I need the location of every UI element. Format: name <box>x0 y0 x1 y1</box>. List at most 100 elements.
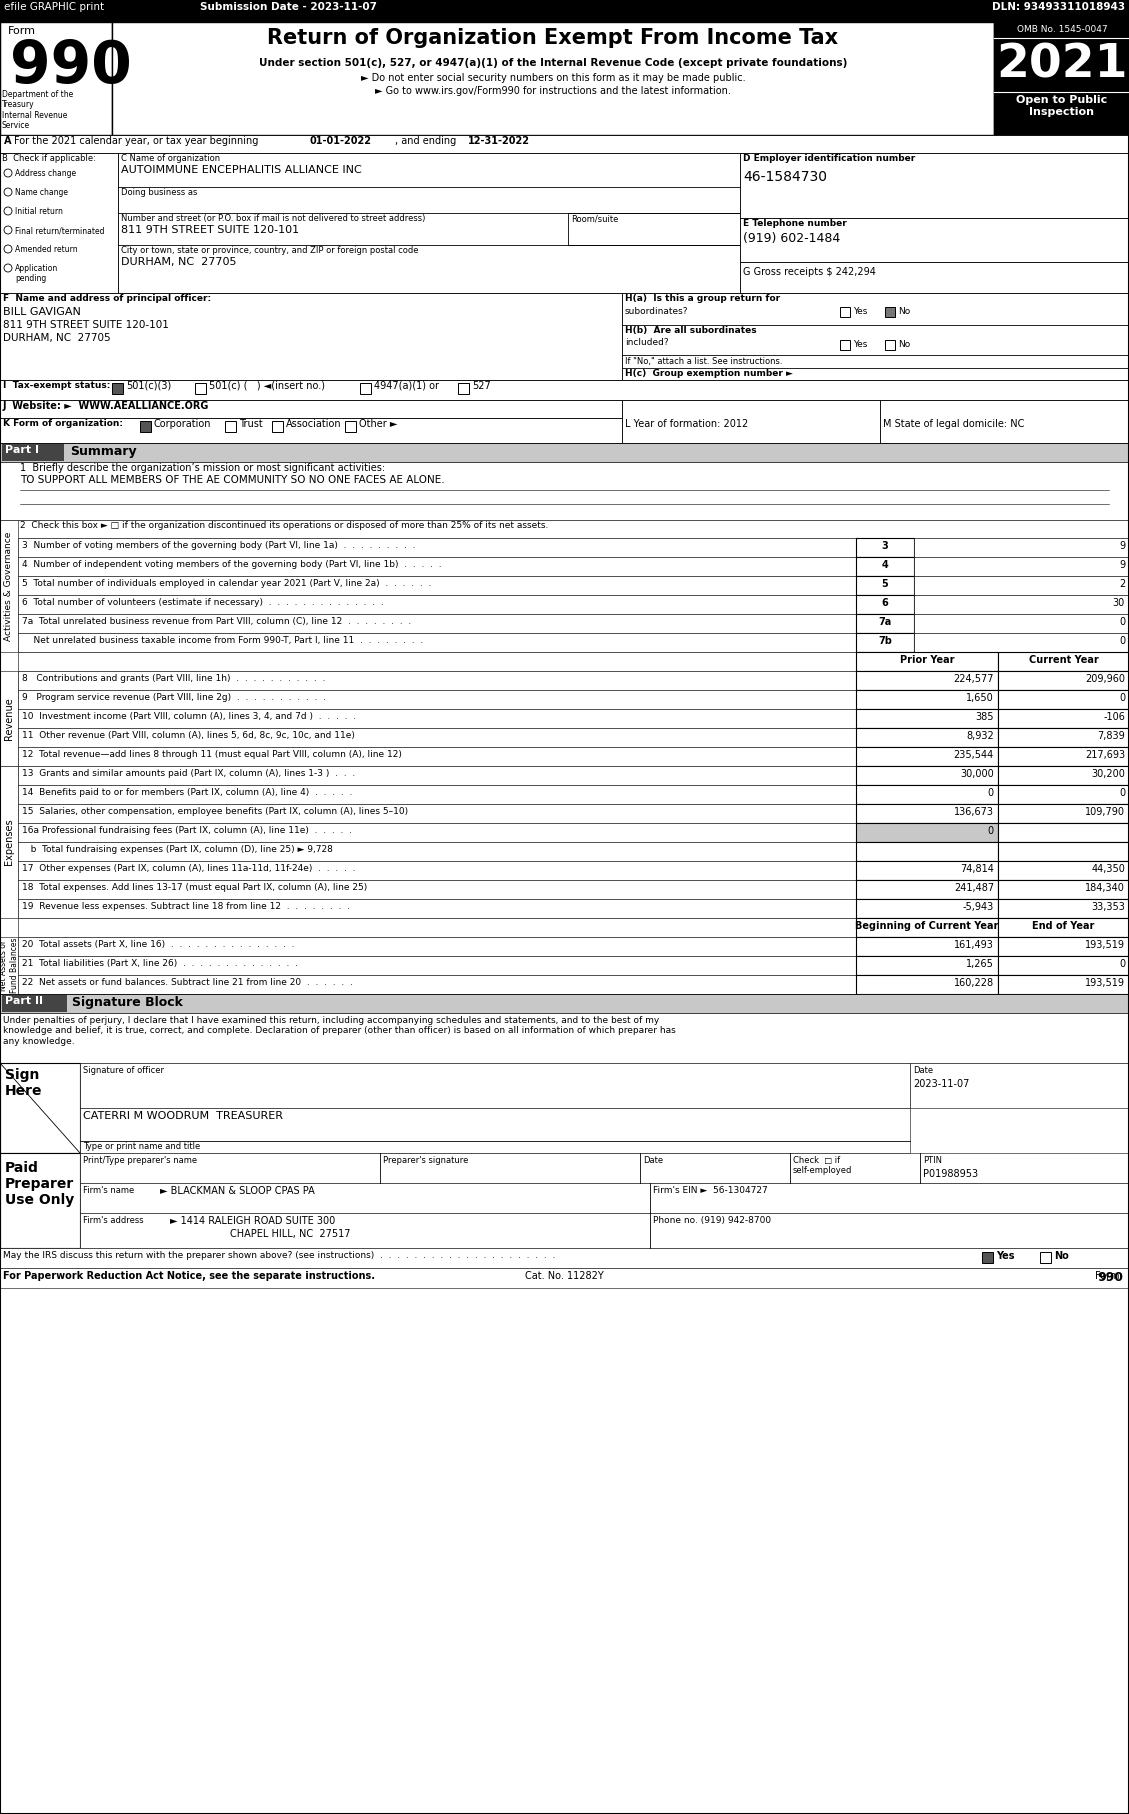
Text: Cat. No. 11282Y: Cat. No. 11282Y <box>525 1272 603 1281</box>
Bar <box>739 152 1129 218</box>
Text: 3  Number of voting members of the governing body (Part VI, line 1a)  .  .  .  .: 3 Number of voting members of the govern… <box>21 541 415 550</box>
Bar <box>195 383 205 394</box>
Bar <box>0 1268 1129 1288</box>
Text: TO SUPPORT ALL MEMBERS OF THE AE COMMUNITY SO NO ONE FACES AE ALONE.: TO SUPPORT ALL MEMBERS OF THE AE COMMUNI… <box>20 475 445 484</box>
Text: 30,000: 30,000 <box>961 769 994 778</box>
Text: H(c)  Group exemption number ►: H(c) Group exemption number ► <box>625 368 793 377</box>
Text: 18  Total expenses. Add lines 13-17 (must equal Part IX, column (A), line 25): 18 Total expenses. Add lines 13-17 (must… <box>21 883 367 892</box>
Text: Number and street (or P.O. box if mail is not delivered to street address): Number and street (or P.O. box if mail i… <box>121 214 426 223</box>
Text: D Employer identification number: D Employer identification number <box>743 154 916 163</box>
Text: 13  Grants and similar amounts paid (Part IX, column (A), lines 1-3 )  .  .  .: 13 Grants and similar amounts paid (Part… <box>21 769 356 778</box>
Text: 0: 0 <box>988 825 994 836</box>
Bar <box>18 577 856 595</box>
Bar <box>18 613 856 633</box>
Text: b  Total fundraising expenses (Part IX, column (D), line 25) ► 9,728: b Total fundraising expenses (Part IX, c… <box>21 845 333 854</box>
Bar <box>80 1214 1129 1248</box>
Bar <box>856 709 998 727</box>
Text: I  Tax-exempt status:: I Tax-exempt status: <box>3 381 111 390</box>
Text: 990: 990 <box>1097 1272 1123 1284</box>
Bar <box>0 443 1129 463</box>
Text: L Year of formation: 2012: L Year of formation: 2012 <box>625 419 749 428</box>
Bar <box>458 383 469 394</box>
Bar <box>856 842 998 862</box>
Text: 0: 0 <box>1119 787 1124 798</box>
Text: 9: 9 <box>1119 561 1124 570</box>
Text: 109,790: 109,790 <box>1085 807 1124 816</box>
Bar <box>914 633 1129 651</box>
Bar <box>18 785 856 804</box>
Bar <box>18 557 856 577</box>
Text: 12  Total revenue—add lines 8 through 11 (must equal Part VIII, column (A), line: 12 Total revenue—add lines 8 through 11 … <box>21 749 402 758</box>
Bar <box>856 938 998 956</box>
Text: Department of the
Treasury
Internal Revenue
Service: Department of the Treasury Internal Reve… <box>2 91 73 131</box>
Bar <box>18 689 856 709</box>
Text: May the IRS discuss this return with the preparer shown above? (see instructions: May the IRS discuss this return with the… <box>3 1252 555 1261</box>
Bar <box>140 421 151 432</box>
Bar <box>0 671 18 766</box>
Text: Part II: Part II <box>5 996 43 1007</box>
Bar <box>856 804 998 824</box>
Text: 4947(a)(1) or: 4947(a)(1) or <box>374 381 439 392</box>
Bar <box>0 1063 80 1154</box>
Text: 193,519: 193,519 <box>1085 978 1124 989</box>
Bar <box>914 577 1129 595</box>
Text: 1,265: 1,265 <box>966 960 994 969</box>
Bar <box>0 938 18 994</box>
Text: 30: 30 <box>1113 599 1124 608</box>
Text: Under section 501(c), 527, or 4947(a)(1) of the Internal Revenue Code (except pr: Under section 501(c), 527, or 4947(a)(1)… <box>259 58 847 67</box>
Text: CHAPEL HILL, NC  27517: CHAPEL HILL, NC 27517 <box>230 1230 350 1239</box>
Text: Date: Date <box>644 1156 663 1165</box>
Bar <box>998 804 1129 824</box>
Bar <box>18 671 856 689</box>
Text: 241,487: 241,487 <box>954 883 994 892</box>
Bar <box>914 613 1129 633</box>
Bar <box>622 401 879 443</box>
Text: 01-01-2022: 01-01-2022 <box>310 136 371 145</box>
Bar <box>225 421 236 432</box>
Text: Activities & Governance: Activities & Governance <box>5 532 14 640</box>
Text: DURHAM, NC  27705: DURHAM, NC 27705 <box>121 258 236 267</box>
Bar <box>856 633 914 651</box>
Text: 0: 0 <box>1119 617 1124 628</box>
Text: 235,544: 235,544 <box>954 749 994 760</box>
Text: 9: 9 <box>1119 541 1124 551</box>
Text: Revenue: Revenue <box>5 697 14 740</box>
Text: 10  Investment income (Part VIII, column (A), lines 3, 4, and 7d )  .  .  .  .  : 10 Investment income (Part VIII, column … <box>21 713 356 720</box>
Text: AUTOIMMUNE ENCEPHALITIS ALLIANCE INC: AUTOIMMUNE ENCEPHALITIS ALLIANCE INC <box>121 165 361 174</box>
Text: 9   Program service revenue (Part VIII, line 2g)  .  .  .  .  .  .  .  .  .  .  : 9 Program service revenue (Part VIII, li… <box>21 693 326 702</box>
Text: 46-1584730: 46-1584730 <box>743 171 828 183</box>
Text: 217,693: 217,693 <box>1085 749 1124 760</box>
Text: Corporation: Corporation <box>154 419 211 428</box>
Bar <box>80 1183 1129 1214</box>
Text: Firm's address: Firm's address <box>84 1215 143 1224</box>
Bar <box>272 421 283 432</box>
Bar <box>18 651 856 671</box>
Bar <box>998 689 1129 709</box>
Bar <box>856 785 998 804</box>
Text: Under penalties of perjury, I declare that I have examined this return, includin: Under penalties of perjury, I declare th… <box>3 1016 676 1047</box>
Bar <box>18 727 856 747</box>
Text: 990: 990 <box>10 38 132 94</box>
Text: A: A <box>5 136 11 145</box>
Text: 11  Other revenue (Part VIII, column (A), lines 5, 6d, 8c, 9c, 10c, and 11e): 11 Other revenue (Part VIII, column (A),… <box>21 731 355 740</box>
Text: Phone no. (919) 942-8700: Phone no. (919) 942-8700 <box>653 1215 771 1224</box>
Text: 7a: 7a <box>878 617 892 628</box>
Text: Date: Date <box>913 1067 934 1076</box>
Text: 7a  Total unrelated business revenue from Part VIII, column (C), line 12  .  .  : 7a Total unrelated business revenue from… <box>21 617 411 626</box>
Bar <box>982 1252 994 1263</box>
Text: 2: 2 <box>1119 579 1124 590</box>
Bar <box>998 709 1129 727</box>
Text: Amended return: Amended return <box>15 245 78 254</box>
Bar <box>0 0 1129 22</box>
Text: Sign
Here: Sign Here <box>5 1068 43 1097</box>
Text: 501(c)(3): 501(c)(3) <box>126 381 172 392</box>
Text: 5: 5 <box>882 579 889 590</box>
Bar <box>80 1154 1129 1183</box>
Text: K Form of organization:: K Form of organization: <box>3 419 123 428</box>
Text: Paid
Preparer
Use Only: Paid Preparer Use Only <box>5 1161 75 1208</box>
Text: For Paperwork Reduction Act Notice, see the separate instructions.: For Paperwork Reduction Act Notice, see … <box>3 1272 375 1281</box>
Bar <box>18 918 856 938</box>
Bar <box>885 307 895 317</box>
Text: (919) 602-1484: (919) 602-1484 <box>743 232 840 245</box>
Text: Initial return: Initial return <box>15 207 63 216</box>
